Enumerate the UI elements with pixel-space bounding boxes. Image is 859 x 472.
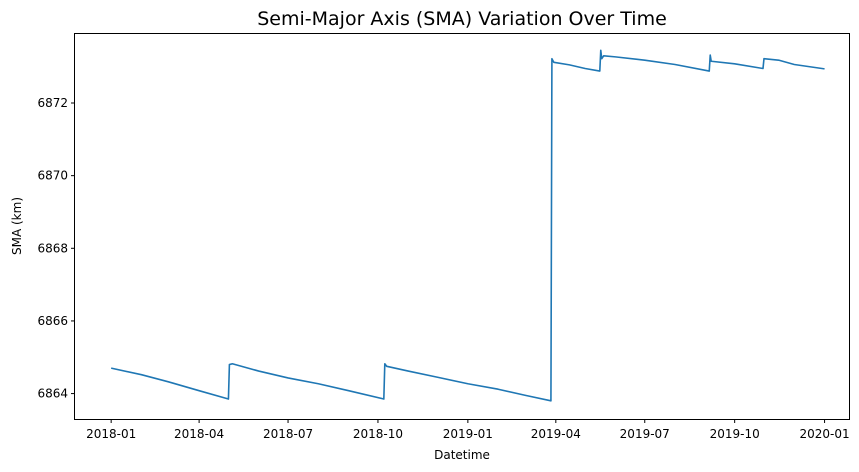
x-tick-label: 2019-04 [531, 427, 581, 441]
sma-series-line [110, 49, 825, 402]
series-layer [110, 49, 825, 402]
x-tick-label: 2018-01 [86, 427, 136, 441]
x-tick-label: 2018-07 [263, 427, 313, 441]
x-axis-label: Datetime [434, 448, 490, 462]
plot-area [74, 33, 850, 420]
chart-title: Semi-Major Axis (SMA) Variation Over Tim… [257, 8, 667, 30]
x-axis-ticks: 2018-01 2018-04 2018-07 2018-10 2019-01 2019-… [86, 419, 850, 441]
y-tick-label: 6864 [37, 387, 68, 401]
x-tick-label: 2019-07 [620, 427, 670, 441]
x-tick-label: 2018-10 [353, 427, 403, 441]
y-axis-ticks: 6864 6866 6868 6870 6872 [37, 96, 75, 401]
x-tick-label: 2019-01 [443, 427, 493, 441]
x-tick-label: 2018-04 [174, 427, 224, 441]
y-axis-label: SMA (km) [10, 197, 24, 255]
y-tick-label: 6866 [37, 314, 68, 328]
y-tick-label: 6868 [37, 241, 68, 255]
x-tick-label: 2020-01 [799, 427, 849, 441]
x-tick-label: 2019-10 [710, 427, 760, 441]
y-tick-label: 6870 [37, 169, 68, 183]
y-tick-label: 6872 [37, 96, 68, 110]
